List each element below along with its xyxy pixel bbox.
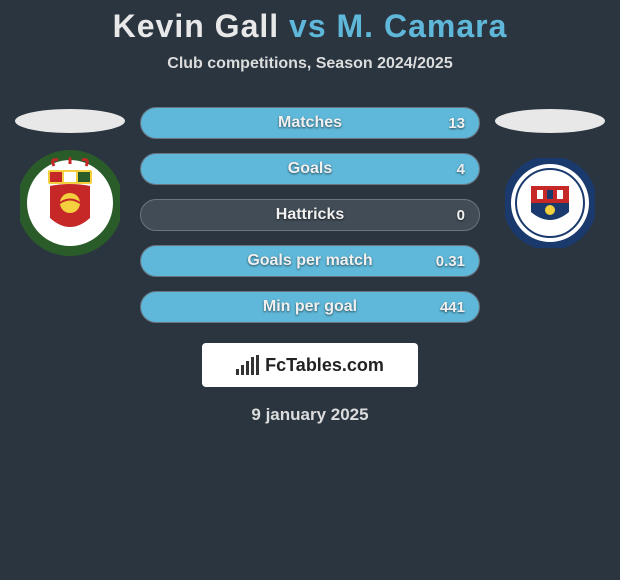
left-club-crest (20, 153, 120, 253)
wrexham-crest-icon (20, 148, 120, 258)
player2-name: M. Camara (337, 8, 508, 44)
player1-photo-placeholder (15, 109, 125, 133)
stat-label: Goals (288, 160, 332, 178)
stat-row: Goals per match 0.31 (140, 245, 480, 277)
stat-label: Min per goal (263, 298, 357, 316)
right-side (490, 101, 610, 253)
left-side (10, 101, 130, 253)
stat-value-right: 441 (440, 299, 465, 316)
stat-row: Goals 4 (140, 153, 480, 185)
stats-column: Matches 13 Goals 4 Hattricks 0 Goals per match… (140, 101, 480, 323)
stat-label: Goals per match (247, 252, 372, 270)
subtitle: Club competitions, Season 2024/2025 (0, 55, 620, 73)
comparison-card: Kevin Gall vs M. Camara Club competition… (0, 0, 620, 425)
bars-icon (236, 355, 259, 375)
stat-value-right: 13 (448, 115, 465, 132)
stat-label: Matches (278, 114, 342, 132)
vs-text: vs (289, 8, 327, 44)
right-club-crest (500, 153, 600, 253)
stat-value-right: 0.31 (436, 253, 465, 270)
stat-row: Min per goal 441 (140, 291, 480, 323)
reading-crest-icon (505, 158, 595, 248)
stat-row: Hattricks 0 (140, 199, 480, 231)
player1-name: Kevin Gall (113, 8, 280, 44)
branding-text: FcTables.com (265, 355, 384, 376)
page-title: Kevin Gall vs M. Camara (0, 8, 620, 45)
date-text: 9 january 2025 (0, 405, 620, 425)
player2-photo-placeholder (495, 109, 605, 133)
main-row: Matches 13 Goals 4 Hattricks 0 Goals per match… (0, 101, 620, 323)
stat-row: Matches 13 (140, 107, 480, 139)
stat-label: Hattricks (276, 206, 344, 224)
stat-value-right: 4 (457, 161, 465, 178)
branding-badge: FcTables.com (202, 343, 418, 387)
stat-value-right: 0 (457, 207, 465, 224)
